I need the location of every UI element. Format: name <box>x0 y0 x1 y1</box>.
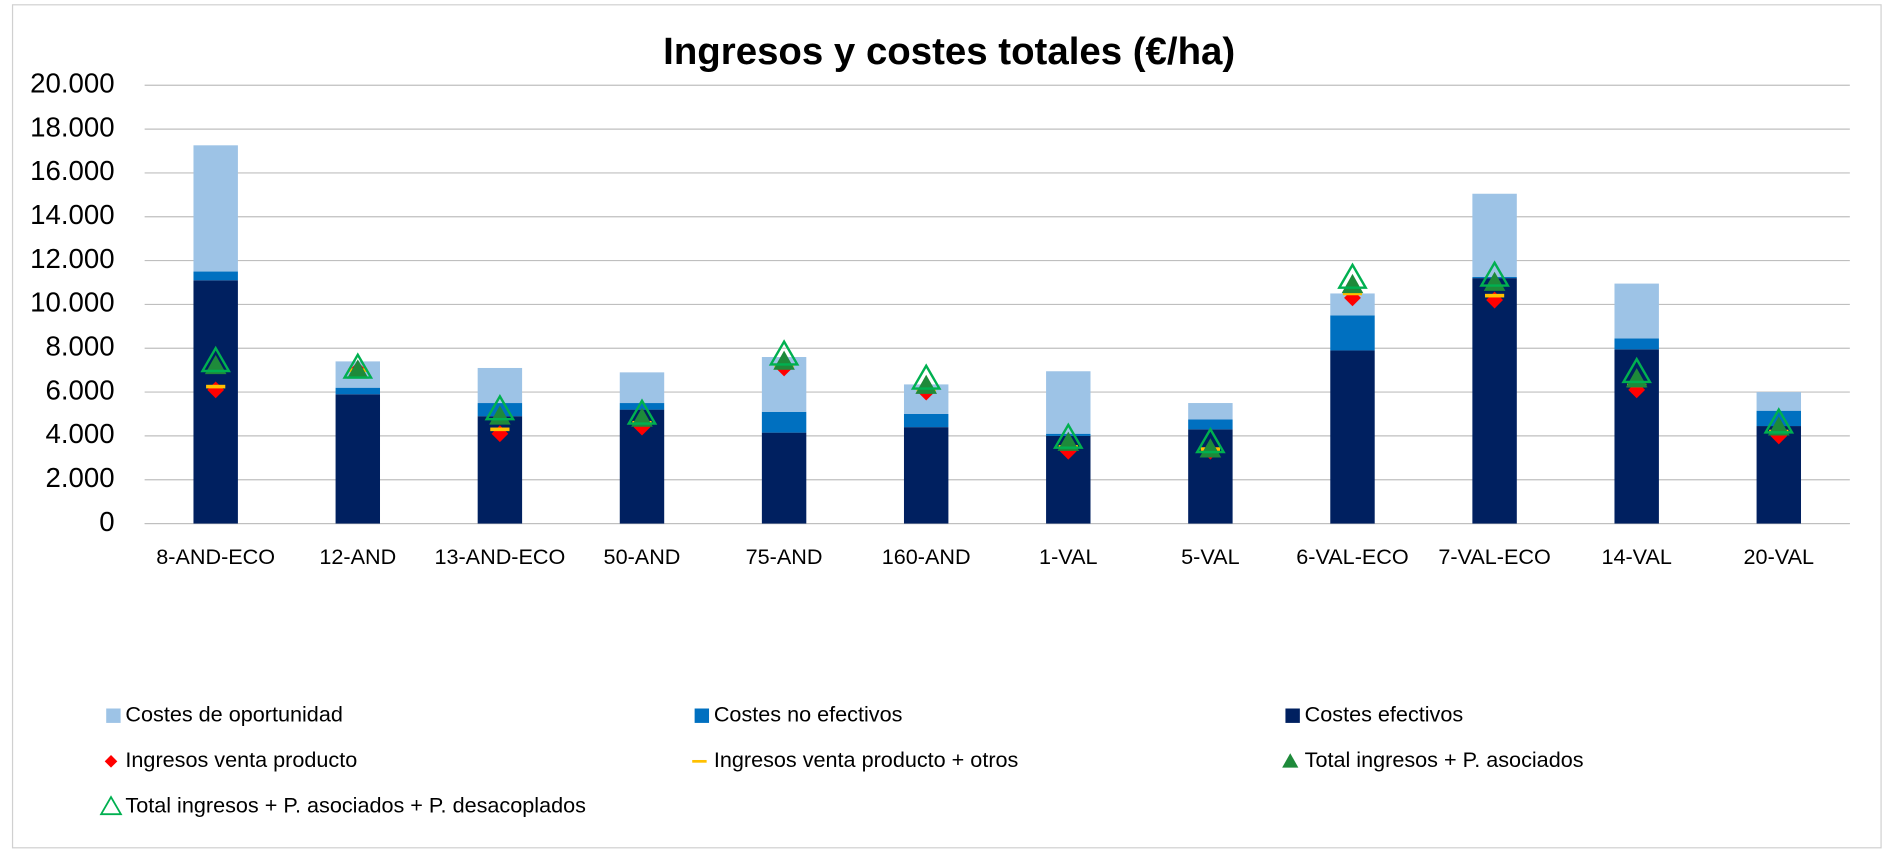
legend-label: Total ingresos + P. asociados + P. desac… <box>125 793 586 818</box>
dash-marker <box>1342 291 1363 296</box>
y-tick-label: 2.000 <box>46 462 115 493</box>
legend-label: Costes efectivos <box>1305 701 1464 726</box>
x-tick-label: 8-AND-ECO <box>156 544 275 569</box>
y-tick-label: 16.000 <box>30 155 114 186</box>
open-triangle-marker <box>1479 260 1510 287</box>
x-tick-label: 7-VAL-ECO <box>1438 544 1550 569</box>
triangle-marker <box>346 359 369 379</box>
y-tick-label: 20.000 <box>30 68 114 99</box>
x-tick-label: 5-VAL <box>1181 544 1239 569</box>
legend-label: Total ingresos + P. asociados <box>1305 747 1584 772</box>
open-triangle-marker <box>626 398 658 425</box>
legend-label: Costes no efectivos <box>714 701 903 726</box>
dash-marker <box>206 384 226 389</box>
open-triangle-marker <box>1763 407 1795 434</box>
bar-segment <box>903 413 949 428</box>
bar-segment <box>1614 283 1659 339</box>
diamond-marker <box>104 755 118 768</box>
bar-segment <box>1188 403 1233 420</box>
x-tick-label: 12-AND <box>319 544 396 569</box>
x-tick-label: 14-VAL <box>1601 544 1671 569</box>
legend-label: Ingresos venta producto + otros <box>714 747 1019 772</box>
bar-segment <box>193 271 238 281</box>
legend-swatch <box>1285 708 1300 723</box>
bar-segment <box>1188 419 1233 430</box>
bar-segment <box>1330 350 1375 524</box>
open-triangle-marker <box>484 394 516 421</box>
bar-segment <box>761 411 807 433</box>
dash-marker <box>1484 293 1505 298</box>
dash-marker <box>692 759 707 763</box>
y-tick-label: 6.000 <box>46 374 115 405</box>
open-triangle-marker <box>1052 422 1084 449</box>
open-triangle-marker <box>1195 426 1226 454</box>
legend-swatch <box>694 708 710 723</box>
triangle-marker <box>204 354 227 375</box>
bar-segment <box>193 280 238 524</box>
bar-segment <box>1330 315 1375 351</box>
bar-segment <box>193 145 238 272</box>
bar-segment <box>619 372 665 404</box>
bar-segment <box>903 427 949 524</box>
open-triangle-marker <box>1621 356 1652 384</box>
y-tick-label: 18.000 <box>30 111 114 142</box>
y-tick-label: 14.000 <box>30 199 114 230</box>
y-tick-label: 0 <box>99 506 114 537</box>
y-tick-label: 10.000 <box>30 287 114 318</box>
x-tick-label: 13-AND-ECO <box>434 544 565 569</box>
chart-title: Ingresos y costes totales (€/ha) <box>663 30 1235 73</box>
open-triangle-marker <box>99 795 123 816</box>
x-tick-label: 1-VAL <box>1039 544 1097 569</box>
legend-label: Costes de oportunidad <box>125 701 342 726</box>
open-triangle-marker <box>910 363 942 390</box>
x-tick-label: 20-VAL <box>1744 544 1814 569</box>
x-tick-label: 75-AND <box>746 544 823 569</box>
y-tick-label: 12.000 <box>30 243 114 274</box>
bar-segment <box>1614 338 1659 350</box>
triangle-marker <box>1057 431 1080 451</box>
x-tick-label: 6-VAL-ECO <box>1296 544 1408 569</box>
y-tick-label: 4.000 <box>46 418 115 449</box>
open-triangle-marker <box>342 352 374 379</box>
triangle-marker <box>631 407 653 427</box>
x-tick-label: 160-AND <box>882 544 971 569</box>
bar-segment <box>761 432 807 524</box>
bar-segment <box>619 403 665 410</box>
bar-segment <box>1756 392 1802 411</box>
x-tick-label: 50-AND <box>604 544 681 569</box>
triangle-marker <box>1767 416 1790 436</box>
open-triangle-marker <box>1337 262 1368 289</box>
open-triangle-marker <box>768 339 800 366</box>
bar-segment <box>335 394 381 524</box>
y-tick-label: 8.000 <box>46 331 115 362</box>
bar-segment <box>335 387 381 395</box>
bar-segment <box>1472 278 1517 524</box>
legend-label: Ingresos venta producto <box>125 747 357 772</box>
dash-marker <box>490 427 510 432</box>
legend-swatch <box>106 708 121 723</box>
open-triangle-marker <box>200 345 231 373</box>
triangle-marker <box>1282 753 1299 768</box>
